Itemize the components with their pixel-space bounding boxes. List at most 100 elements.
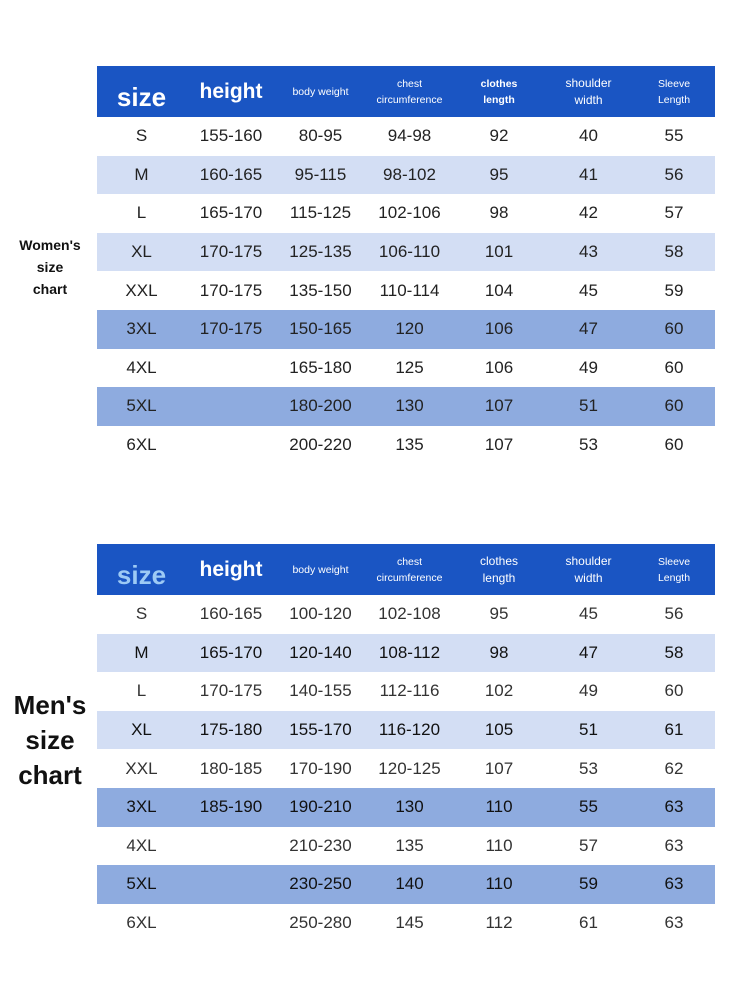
cell-body-weight: 150-165 — [289, 319, 352, 339]
table-row: 5XL 230-250 140 110 59 63 — [97, 865, 715, 904]
cell-shoulder-width: 59 — [579, 874, 598, 894]
cell-chest: 145 — [395, 913, 424, 933]
cell-height: 160-165 — [199, 164, 263, 184]
womens-size-table: size height body weight chest circumferen… — [97, 66, 715, 464]
cell-body-weight: 230-250 — [289, 874, 352, 894]
cell-size: M — [134, 164, 149, 184]
table-body: S 155-160 80-95 94-98 92 40 55 M 160-165 95-115 98… — [97, 117, 715, 464]
table-row: 3XL 170-175 150-165 120 106 47 60 — [97, 309, 715, 349]
cell-sleeve-length: 56 — [664, 164, 684, 184]
header-line: length — [483, 93, 515, 106]
cell-body-weight: 100-120 — [289, 604, 352, 624]
cell-body-weight: 210-230 — [289, 835, 352, 855]
cell-body-weight: 180-200 — [289, 396, 352, 416]
cell-size: L — [136, 681, 147, 701]
cell-clothes-length: 92 — [489, 126, 509, 146]
header-shoulder-width: shoulder width — [544, 553, 633, 587]
header-line: circumference — [376, 571, 443, 584]
cell-shoulder-width: 41 — [579, 164, 598, 184]
cell-size: XL — [131, 720, 152, 740]
cell-size: 3XL — [126, 797, 157, 817]
cell-size: XL — [131, 242, 152, 262]
header-chest: chest circumference — [365, 76, 454, 108]
cell-size: S — [135, 604, 148, 624]
cell-body-weight: 135-150 — [289, 280, 352, 300]
table-row: 6XL 250-280 145 112 61 63 — [97, 904, 715, 943]
cell-shoulder-width: 51 — [579, 720, 598, 740]
cell-shoulder-width: 49 — [579, 681, 598, 701]
cell-body-weight: 125-135 — [289, 242, 352, 262]
label-line: Men's — [13, 690, 87, 720]
cell-body-weight: 190-210 — [289, 797, 352, 817]
cell-chest: 102-106 — [378, 203, 441, 223]
cell-sleeve-length: 62 — [664, 758, 684, 778]
cell-body-weight: 165-180 — [289, 357, 352, 377]
cell-chest: 116-120 — [378, 720, 441, 740]
cell-size: XXL — [125, 280, 158, 300]
cell-size: 4XL — [126, 357, 157, 377]
header-height: height — [199, 557, 263, 581]
cell-sleeve-length: 56 — [664, 604, 684, 624]
cell-clothes-length: 98 — [489, 642, 509, 662]
cell-height: 170-175 — [199, 681, 263, 701]
cell-shoulder-width: 42 — [579, 203, 598, 223]
womens-size-chart-label: Women's size chart — [0, 234, 100, 300]
cell-sleeve-length: 60 — [664, 681, 684, 701]
table-header: size height body weight chest circumferen… — [97, 66, 715, 117]
cell-height: 175-180 — [199, 720, 263, 740]
cell-chest: 94-98 — [387, 126, 432, 146]
cell-clothes-length: 95 — [489, 604, 509, 624]
table-row: S 160-165 100-120 102-108 95 45 56 — [97, 595, 715, 634]
header-line: Sleeve — [657, 77, 691, 90]
cell-chest: 135 — [395, 435, 424, 455]
cell-shoulder-width: 43 — [579, 242, 598, 262]
cell-sleeve-length: 63 — [664, 913, 684, 933]
cell-body-weight: 115-125 — [289, 203, 352, 223]
table-row: 5XL 180-200 130 107 51 60 — [97, 387, 715, 426]
cell-chest: 106-110 — [378, 242, 441, 262]
table-row: L 170-175 140-155 112-116 102 49 60 — [97, 672, 715, 711]
cell-sleeve-length: 60 — [664, 357, 684, 377]
header-size: size — [116, 82, 167, 112]
cell-shoulder-width: 61 — [579, 913, 598, 933]
cell-sleeve-length: 60 — [664, 435, 684, 455]
cell-clothes-length: 107 — [484, 758, 514, 778]
cell-shoulder-width: 53 — [579, 758, 598, 778]
cell-sleeve-length: 58 — [664, 642, 684, 662]
cell-shoulder-width: 47 — [579, 319, 598, 339]
cell-shoulder-width: 49 — [579, 357, 598, 377]
table-row: XXL 170-175 135-150 110-114 104 45 59 — [97, 271, 715, 310]
header-line: Length — [657, 571, 691, 584]
table-row: XL 170-175 125-135 106-110 101 43 58 — [97, 232, 715, 272]
cell-clothes-length: 107 — [484, 435, 514, 455]
label-line: chart — [32, 281, 68, 297]
cell-body-weight: 120-140 — [289, 642, 352, 662]
cell-height: 170-175 — [199, 242, 263, 262]
cell-chest: 120 — [395, 319, 424, 339]
header-chest: chest circumference — [365, 554, 454, 586]
cell-size: 6XL — [126, 435, 157, 455]
cell-body-weight: 80-95 — [298, 126, 343, 146]
cell-size: 5XL — [126, 874, 157, 894]
table-row: XXL 180-185 170-190 120-125 107 53 62 — [97, 749, 715, 788]
cell-sleeve-length: 63 — [664, 874, 684, 894]
cell-shoulder-width: 40 — [579, 126, 598, 146]
label-line: size — [36, 259, 64, 275]
cell-height: 155-160 — [199, 126, 263, 146]
cell-shoulder-width: 47 — [579, 642, 598, 662]
cell-size: XXL — [125, 758, 158, 778]
header-line: length — [482, 570, 516, 585]
header-clothes-length: clothes length — [454, 553, 544, 587]
table-row: L 165-170 115-125 102-106 98 42 57 — [97, 194, 715, 233]
header-sleeve-length: Sleeve Length — [633, 554, 715, 586]
cell-body-weight: 170-190 — [289, 758, 352, 778]
cell-shoulder-width: 45 — [579, 604, 598, 624]
cell-chest: 98-102 — [383, 164, 436, 184]
cell-body-weight: 250-280 — [289, 913, 352, 933]
cell-shoulder-width: 53 — [579, 435, 598, 455]
cell-clothes-length: 106 — [484, 319, 514, 339]
header-line: width — [574, 570, 603, 585]
cell-sleeve-length: 60 — [664, 396, 684, 416]
cell-clothes-length: 95 — [489, 164, 509, 184]
header-line: circumference — [376, 93, 443, 106]
